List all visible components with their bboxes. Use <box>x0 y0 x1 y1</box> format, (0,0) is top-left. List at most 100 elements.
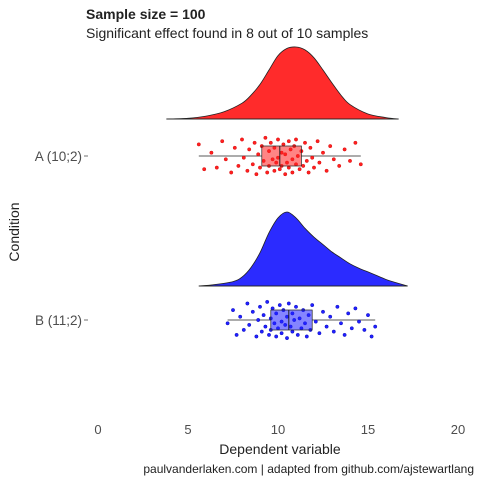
rain-point-a <box>240 137 244 142</box>
group-a <box>166 46 399 177</box>
rain-point-b <box>324 324 329 329</box>
density-a <box>166 46 399 120</box>
rain-point-a <box>304 158 309 163</box>
rain-point-b <box>346 311 351 316</box>
rain-point-a <box>250 162 255 167</box>
rain-point-a <box>247 147 252 152</box>
x-tick-label: 10 <box>271 422 285 437</box>
rain-point-a <box>348 158 352 163</box>
rain-point-b <box>231 308 235 312</box>
rain-point-a <box>358 162 363 167</box>
rain-point-b <box>357 319 361 324</box>
rain-point-a <box>283 172 288 177</box>
rain-point-a <box>263 135 268 140</box>
y-axis: A (10;2) B (11;2) <box>35 149 88 328</box>
rain-point-b <box>339 321 343 326</box>
rain-point-a <box>312 165 316 170</box>
rain-point-b <box>328 314 333 319</box>
rain-point-a <box>223 157 228 162</box>
rain-point-b <box>286 301 291 306</box>
rain-point-a <box>303 140 307 145</box>
rain-point-a <box>331 157 336 162</box>
rain-point-b <box>247 322 252 327</box>
rain-point-b <box>261 313 266 317</box>
rain-point-b <box>353 306 358 311</box>
rain-point-a <box>268 140 273 145</box>
rain-point-b <box>270 306 275 311</box>
rain-point-b <box>373 324 378 329</box>
rain-point-a <box>241 155 246 160</box>
y-tick-label-a: A (10;2) <box>35 149 82 164</box>
rain-point-b <box>234 332 239 337</box>
rain-point-a <box>196 142 201 147</box>
rain-point-b <box>238 314 243 319</box>
rain-point-a <box>229 170 234 175</box>
rain-point-b <box>225 321 230 326</box>
rain-point-b <box>277 303 282 307</box>
density-b <box>198 211 408 287</box>
x-tick-label: 0 <box>94 422 101 437</box>
rain-point-a <box>281 142 286 147</box>
rain-point-a <box>209 150 214 155</box>
rain-point-a <box>342 147 347 152</box>
rain-point-a <box>290 170 295 175</box>
x-tick-label: 15 <box>361 422 375 437</box>
rain-point-a <box>306 170 311 175</box>
rain-point-b <box>241 327 246 332</box>
rain-point-b <box>313 319 318 324</box>
rain-point-a <box>310 155 315 160</box>
rain-point-a <box>286 165 291 170</box>
rain-point-a <box>315 139 320 144</box>
x-axis-title: Dependent variable <box>219 441 341 457</box>
rain-point-b <box>267 332 271 337</box>
rain-point-a <box>254 172 259 177</box>
rain-point-b <box>335 304 340 309</box>
chart-title: Sample size = 100 <box>86 6 206 22</box>
rain-point-a <box>328 144 333 149</box>
box-b <box>270 309 313 331</box>
rain-point-a <box>294 137 298 142</box>
y-tick-label-b: B (11;2) <box>35 313 82 328</box>
rain-point-b <box>245 301 250 306</box>
rain-point-b <box>274 334 279 339</box>
rain-point-b <box>331 329 336 334</box>
rain-point-b <box>263 324 268 329</box>
rain-point-b <box>258 304 262 309</box>
rain-point-b <box>321 309 325 314</box>
rain-point-a <box>256 152 261 157</box>
chart-subtitle: Significant effect found in 8 out of 10 … <box>86 25 368 41</box>
rain-point-b <box>310 303 315 307</box>
rain-point-b <box>265 299 270 304</box>
rain-point-a <box>214 165 219 170</box>
rain-point-b <box>369 334 374 339</box>
rain-point-b <box>279 331 284 336</box>
rain-point-b <box>362 327 367 332</box>
rain-point-a <box>317 160 322 165</box>
x-tick-label: 20 <box>451 422 465 437</box>
rain-point-b <box>342 332 347 337</box>
rain-point-a <box>353 140 358 145</box>
rain-point-a <box>265 170 270 175</box>
rain-point-b <box>349 326 354 331</box>
rain-point-b <box>285 336 289 340</box>
rain-point-b <box>259 329 264 334</box>
rain-point-b <box>256 318 261 322</box>
x-axis: 0 5 10 15 20 <box>94 422 465 437</box>
chart-caption: paulvanderlaken.com | adapted from githu… <box>143 462 474 476</box>
rain-point-a <box>220 139 225 144</box>
rain-point-a <box>272 168 277 173</box>
rain-point-a <box>324 168 329 173</box>
rain-point-a <box>308 145 313 150</box>
rain-point-b <box>290 329 295 334</box>
rain-point-a <box>252 140 257 145</box>
box-a <box>261 145 302 167</box>
rain-point-b <box>304 334 309 339</box>
rain-point-a <box>276 137 280 142</box>
rain-point-a <box>258 165 262 170</box>
plot-area <box>166 46 408 340</box>
rain-point-b <box>250 309 255 314</box>
y-axis-title: Condition <box>6 202 22 261</box>
rain-point-b <box>295 332 300 337</box>
rain-point-a <box>236 163 241 168</box>
